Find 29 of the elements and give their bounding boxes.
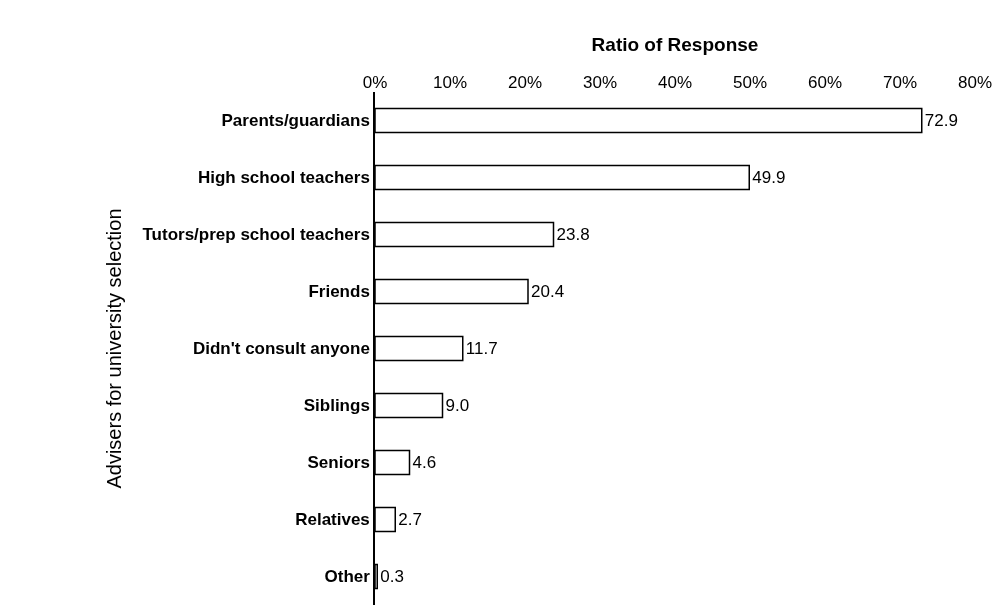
y-tick-label: Didn't consult anyone	[192, 339, 370, 359]
data-label: 0.3	[380, 567, 404, 586]
y-tick-label: Seniors	[307, 453, 370, 473]
y-tick-label: Siblings	[303, 396, 370, 416]
x-tick-label: 10%	[432, 72, 468, 92]
y-tick-label: Other	[324, 567, 371, 587]
y-tick-label: Parents/guardians	[221, 111, 370, 131]
x-tick-label: 70%	[882, 72, 918, 92]
x-tick-label: 80%	[957, 72, 993, 92]
x-tick-label: 30%	[582, 72, 618, 92]
data-label: 9.0	[445, 396, 470, 415]
x-tick-label: 50%	[732, 72, 768, 92]
x-tick-label: 0%	[362, 72, 388, 92]
data-label: 2.7	[398, 510, 422, 529]
data-label: 4.6	[412, 453, 437, 472]
x-axis-title: Ratio of Response	[591, 34, 759, 56]
data-label: 11.7	[465, 339, 498, 358]
data-label: 49.9	[752, 168, 786, 187]
y-tick-label: Tutors/prep school teachers	[142, 225, 370, 245]
data-label: 23.8	[556, 225, 590, 244]
x-tick-label: 40%	[657, 72, 693, 92]
y-axis-title: Advisers for university selection	[103, 208, 126, 489]
x-tick-label: 60%	[807, 72, 843, 92]
data-label: 20.4	[531, 282, 565, 301]
x-tick-label: 20%	[507, 72, 543, 92]
data-label: 72.9	[924, 111, 958, 130]
y-tick-label: High school teachers	[197, 168, 370, 188]
y-tick-label: Relatives	[295, 510, 370, 530]
y-tick-label: Friends	[308, 282, 370, 302]
